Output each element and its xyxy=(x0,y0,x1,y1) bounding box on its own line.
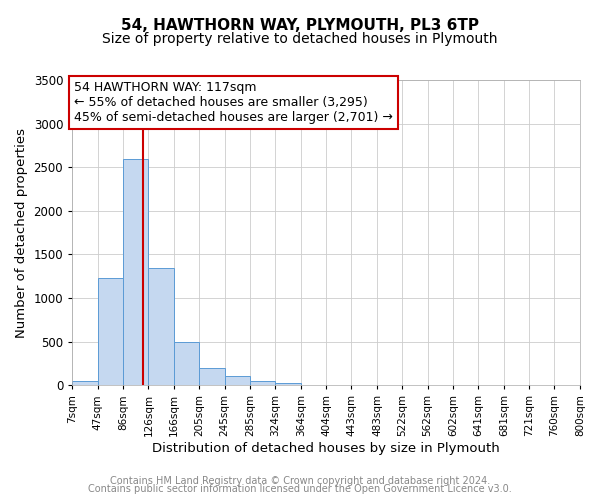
Bar xyxy=(224,376,250,386)
Y-axis label: Number of detached properties: Number of detached properties xyxy=(15,128,28,338)
Text: Contains HM Land Registry data © Crown copyright and database right 2024.: Contains HM Land Registry data © Crown c… xyxy=(110,476,490,486)
Bar xyxy=(148,268,174,386)
Bar xyxy=(98,278,123,386)
Bar xyxy=(275,382,301,386)
Bar xyxy=(123,158,148,386)
Bar xyxy=(199,368,224,386)
Bar xyxy=(72,381,98,386)
Text: Contains public sector information licensed under the Open Government Licence v3: Contains public sector information licen… xyxy=(88,484,512,494)
Text: 54, HAWTHORN WAY, PLYMOUTH, PL3 6TP: 54, HAWTHORN WAY, PLYMOUTH, PL3 6TP xyxy=(121,18,479,32)
X-axis label: Distribution of detached houses by size in Plymouth: Distribution of detached houses by size … xyxy=(152,442,500,455)
Text: Size of property relative to detached houses in Plymouth: Size of property relative to detached ho… xyxy=(102,32,498,46)
Text: 54 HAWTHORN WAY: 117sqm
← 55% of detached houses are smaller (3,295)
45% of semi: 54 HAWTHORN WAY: 117sqm ← 55% of detache… xyxy=(74,81,393,124)
Bar xyxy=(250,381,275,386)
Bar xyxy=(174,342,199,386)
